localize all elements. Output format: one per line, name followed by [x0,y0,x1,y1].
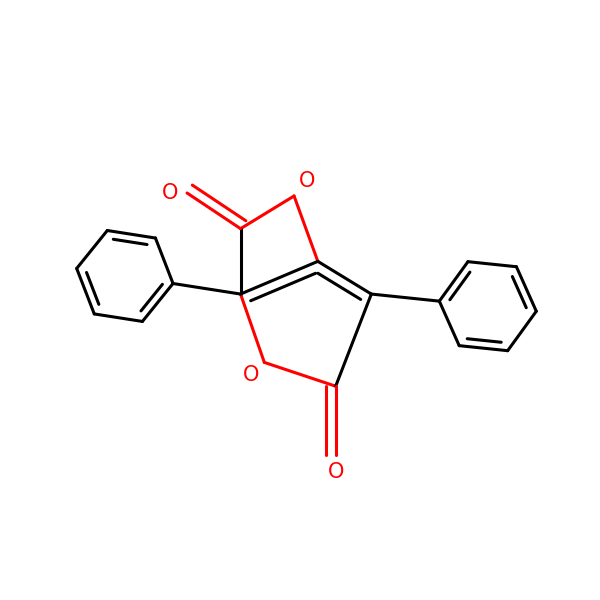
Text: O: O [162,183,179,203]
Text: O: O [243,365,259,385]
Text: O: O [299,171,316,191]
Text: O: O [328,463,344,482]
